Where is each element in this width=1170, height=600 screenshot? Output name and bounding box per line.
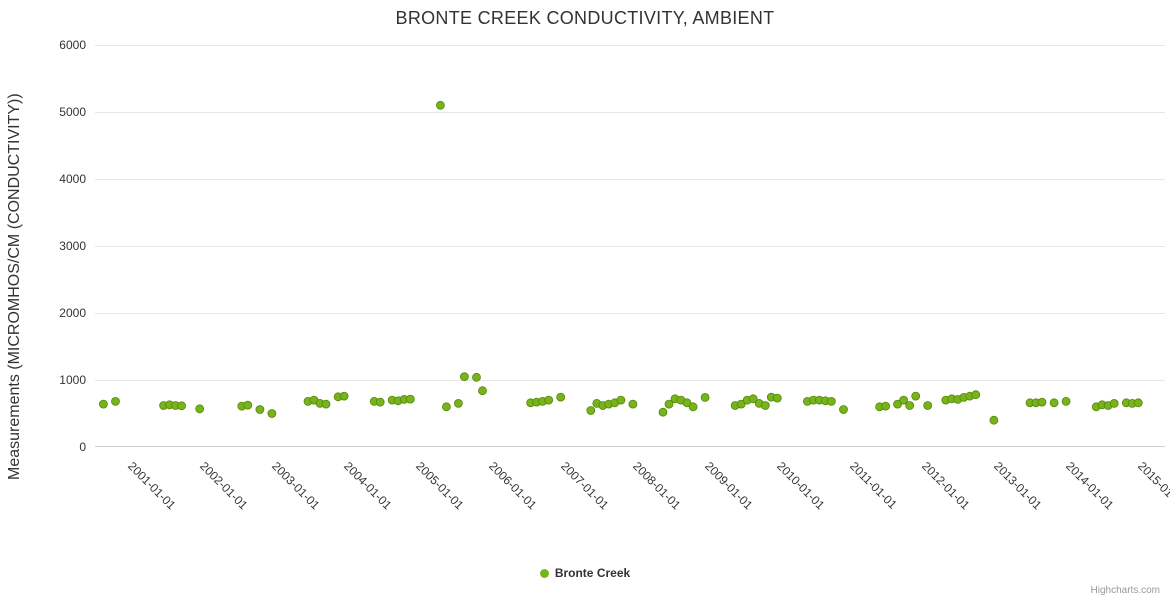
data-point[interactable] (658, 407, 668, 417)
data-point[interactable] (760, 401, 770, 410)
data-point[interactable] (243, 400, 253, 410)
data-point[interactable] (255, 405, 265, 414)
data-point[interactable] (586, 406, 596, 415)
x-tick-label: 2007-01-01 (557, 459, 612, 513)
data-point[interactable] (321, 399, 331, 409)
data-point[interactable] (1061, 396, 1071, 406)
data-point[interactable] (688, 402, 698, 412)
x-tick-label: 2012-01-01 (918, 459, 973, 513)
data-point[interactable] (453, 398, 463, 408)
data-point[interactable] (989, 415, 999, 425)
y-tick-label: 2000 (59, 306, 86, 320)
highcharts-credit[interactable]: Highcharts.com (1090, 585, 1160, 596)
x-tick-label: 2014-01-01 (1063, 459, 1117, 513)
data-point[interactable] (905, 401, 915, 410)
legend-label: Bronte Creek (554, 566, 631, 580)
chart-title: BRONTE CREEK CONDUCTIVITY, AMBIENT (395, 8, 775, 28)
data-point[interactable] (971, 390, 981, 400)
y-tick-label: 3000 (59, 239, 86, 253)
data-point[interactable] (98, 399, 108, 409)
y-tick-label: 6000 (59, 38, 86, 52)
data-point[interactable] (628, 399, 638, 409)
x-tick-label: 2011-01-01 (846, 459, 900, 512)
data-point[interactable] (616, 395, 626, 405)
x-tick-label: 2004-01-01 (341, 459, 395, 513)
data-point[interactable] (111, 396, 120, 406)
x-tick-label: 2003-01-01 (269, 459, 323, 513)
data-point[interactable] (839, 405, 848, 414)
y-tick-label: 1000 (59, 373, 86, 387)
data-point[interactable] (1049, 398, 1059, 408)
data-point[interactable] (682, 398, 692, 408)
data-point[interactable] (893, 399, 902, 409)
y-tick-label: 4000 (59, 172, 86, 186)
data-point[interactable] (700, 392, 710, 402)
data-point[interactable] (1037, 397, 1047, 407)
x-tick-label: 2013-01-01 (991, 459, 1045, 513)
data-point[interactable] (748, 394, 758, 404)
y-tick-label: 0 (79, 440, 86, 454)
data-point[interactable] (405, 394, 415, 404)
data-point[interactable] (375, 397, 385, 407)
data-point[interactable] (544, 395, 554, 405)
data-point[interactable] (772, 393, 782, 403)
x-tick-label: 2008-01-01 (630, 459, 684, 513)
data-point[interactable] (478, 386, 487, 396)
data-point[interactable] (923, 401, 933, 410)
data-point[interactable] (472, 372, 481, 382)
data-point[interactable] (177, 401, 186, 411)
data-point[interactable] (556, 392, 566, 402)
x-tick-label: 2015-01-01 (1135, 459, 1170, 513)
legend-item-bronte-creek[interactable]: Bronte Creek (0, 566, 1170, 580)
data-point[interactable] (267, 409, 277, 418)
data-point[interactable] (827, 396, 836, 406)
data-point[interactable] (459, 372, 469, 382)
data-point[interactable] (899, 395, 908, 405)
data-point[interactable] (1109, 398, 1119, 408)
data-point[interactable] (881, 401, 890, 411)
x-tick-label: 2001-01-01 (124, 459, 178, 513)
x-tick-label: 2010-01-01 (774, 459, 828, 513)
plot-area (95, 45, 1165, 447)
data-point[interactable] (911, 391, 921, 401)
data-point[interactable] (195, 404, 205, 414)
x-tick-label: 2005-01-01 (413, 459, 467, 513)
legend-marker-icon (539, 568, 549, 578)
data-point[interactable] (339, 391, 349, 401)
data-point[interactable] (736, 399, 746, 409)
data-point[interactable] (441, 402, 451, 412)
x-tick-label: 2009-01-01 (702, 459, 756, 513)
data-point[interactable] (1133, 398, 1143, 408)
y-tick-label: 5000 (59, 105, 86, 119)
x-tick-label: 2006-01-01 (485, 459, 539, 513)
data-point[interactable] (664, 399, 674, 409)
x-tick-label: 2002-01-01 (196, 459, 251, 513)
data-point[interactable] (435, 100, 445, 110)
